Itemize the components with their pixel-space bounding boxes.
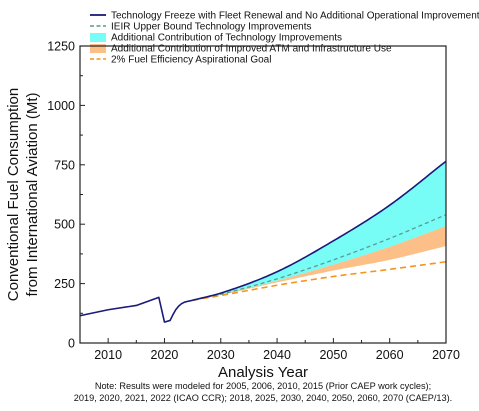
x-axis-title: Analysis Year: [218, 364, 308, 381]
x-tick-label: 2070: [432, 348, 460, 362]
technology-freeze-line: [79, 160, 447, 323]
note: Note: Results were modeled for 2005, 200…: [74, 381, 452, 403]
legend-swatch: [90, 33, 106, 42]
x-tick-label: 2060: [376, 348, 404, 362]
x-tick-label: 2030: [207, 348, 235, 362]
y-tick-label: 1000: [47, 99, 75, 113]
aspirational-goal-line: [192, 260, 447, 302]
plot-frame: [79, 45, 447, 344]
y-tick-label: 1250: [47, 40, 75, 54]
plot-fills: [192, 161, 446, 301]
note-line: Note: Results were modeled for 2005, 200…: [95, 381, 431, 391]
legend-label: 2% Fuel Efficiency Aspirational Goal: [111, 55, 271, 66]
legend-label: Additional Contribution of Technology Im…: [111, 33, 342, 44]
y-tick-label: 500: [54, 218, 75, 232]
y-axis-title: Conventional Fuel Consumption from Intern…: [5, 88, 41, 301]
technology-contribution-band: [192, 161, 446, 301]
x-tick-label: 2010: [94, 348, 122, 362]
y-axis-title-line: Conventional Fuel Consumption: [5, 88, 22, 301]
axis-ticks: 2010 2020 2030 2040 2050 2060 2070 0 250 500 750 10…: [47, 40, 460, 363]
y-tick-label: 750: [54, 158, 75, 172]
legend-swatch: [90, 44, 106, 53]
legend-label: Additional Contribution of Improved ATM …: [111, 44, 392, 55]
y-tick-label: 250: [54, 277, 75, 291]
x-tick-label: 2050: [319, 348, 347, 362]
y-axis-title-line: from International Aviation (Mt): [24, 93, 41, 297]
ieir-upper-bound-line: [192, 214, 447, 301]
legend-label: Technology Freeze with Fleet Renewal and…: [111, 11, 479, 22]
note-line: 2019, 2020, 2021, 2022 (ICAO CCR); 2018,…: [74, 393, 452, 403]
x-tick-label: 2020: [151, 348, 179, 362]
legend-label: IEIR Upper Bound Technology Improvements: [111, 22, 311, 33]
legend: Technology Freeze with Fleet Renewal and…: [90, 11, 479, 66]
plot-lines: [79, 160, 447, 323]
y-tick-label: 0: [68, 337, 75, 351]
x-tick-label: 2040: [263, 348, 291, 362]
